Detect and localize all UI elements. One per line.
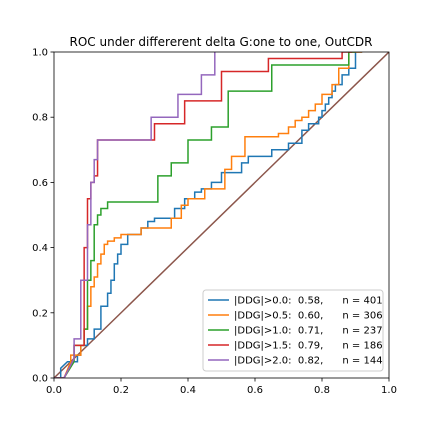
x-tick-label: 0.0: [46, 385, 62, 396]
legend-label-4: |DDG|>1.5: 0.79, n = 186: [234, 341, 383, 352]
y-tick-label: 0.2: [32, 308, 48, 319]
y-tick-label: 0.6: [32, 178, 48, 189]
roc-curve-3: [54, 52, 356, 378]
plot-area: [53, 51, 390, 379]
series-group: [54, 52, 389, 378]
y-tick-label: 0.0: [32, 374, 48, 385]
chart-title: ROC under differerent delta G:one to one…: [70, 35, 373, 49]
axes-frame: [53, 51, 390, 379]
x-axis: 0.0 0.2 0.4 0.6 0.8 1.0: [46, 378, 397, 396]
y-tick-label: 1.0: [32, 48, 48, 59]
roc-curve-2: [54, 52, 363, 378]
x-tick-label: 0.2: [113, 385, 129, 396]
roc-curve-5: [54, 52, 216, 378]
x-tick-label: 0.4: [180, 385, 196, 396]
legend-label-5: |DDG|>2.0: 0.82, n = 144: [234, 356, 383, 367]
roc-curve-4: [54, 52, 353, 378]
x-tick-label: 0.8: [314, 385, 330, 396]
legend: |DDG|>0.0: 0.58, n = 401 |DDG|>0.5: 0.60,…: [202, 289, 384, 372]
legend-label-3: |DDG|>1.0: 0.71, n = 237: [234, 326, 383, 337]
legend-label-1: |DDG|>0.0: 0.58, n = 401: [234, 296, 383, 307]
x-tick-label: 0.6: [247, 385, 263, 396]
legend-box: [202, 289, 384, 372]
y-tick-label: 0.4: [32, 243, 48, 254]
legend-label-2: |DDG|>0.5: 0.60, n = 306: [234, 311, 383, 322]
y-axis: 0.0 0.2 0.4 0.6 0.8 1.0: [32, 48, 54, 385]
y-tick-label: 0.8: [32, 113, 48, 124]
roc-curve-1: [54, 52, 363, 378]
x-tick-label: 1.0: [381, 385, 397, 396]
diagonal-reference-line: [54, 52, 389, 378]
